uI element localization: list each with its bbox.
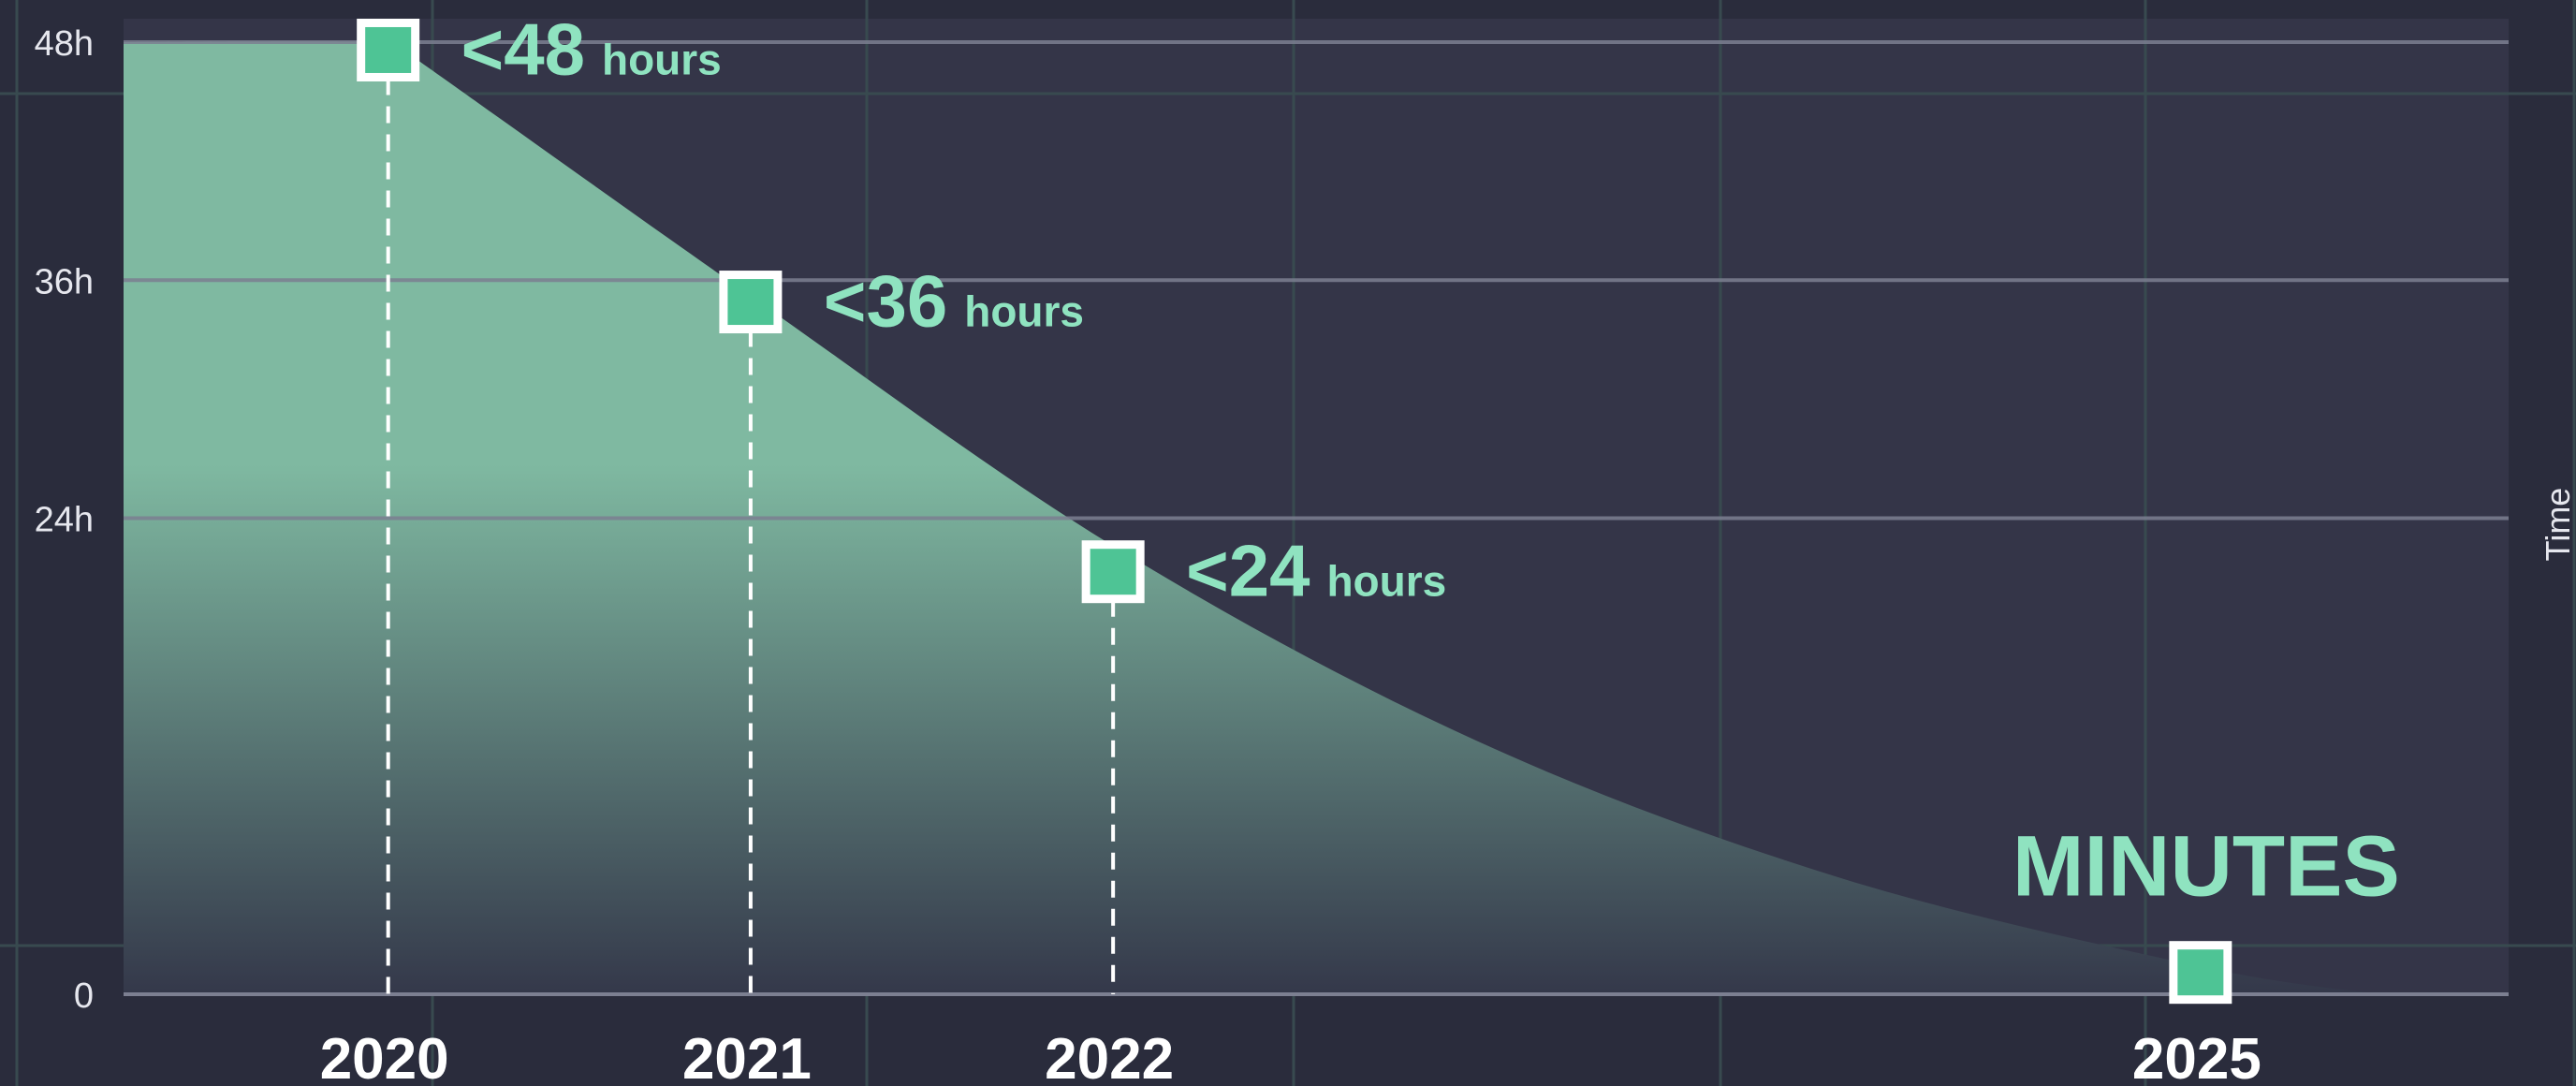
ytick-label: 48h bbox=[35, 24, 94, 64]
annotation-unit: hours bbox=[964, 287, 1084, 336]
area-fill bbox=[124, 30, 2382, 994]
annotation-value: <24 bbox=[1186, 530, 1310, 612]
point-annotation: <36 hours bbox=[824, 260, 1084, 343]
annotation-unit: hours bbox=[1326, 557, 1446, 606]
annotation-value: <48 bbox=[461, 7, 585, 90]
data-point-marker bbox=[357, 18, 420, 81]
point-annotation: <24 hours bbox=[1186, 530, 1446, 612]
ytick-label: 36h bbox=[35, 262, 94, 301]
xtick-label: 2025 bbox=[2132, 1027, 2261, 1086]
data-point-marker bbox=[719, 271, 783, 334]
point-annotation: MINUTES bbox=[2012, 819, 2400, 915]
data-point-marker bbox=[1081, 540, 1145, 604]
ytick-label: 0 bbox=[74, 976, 94, 1016]
data-point-marker bbox=[2169, 941, 2232, 1005]
ytick-label: 24h bbox=[35, 501, 94, 540]
xtick-label: 2022 bbox=[1045, 1027, 1174, 1086]
xtick-label: 2021 bbox=[682, 1027, 812, 1086]
annotation-unit: hours bbox=[602, 35, 722, 83]
y-axis-title: Time bbox=[2539, 488, 2576, 562]
xtick-label: 2020 bbox=[320, 1027, 449, 1086]
annotation-value: <36 bbox=[824, 260, 947, 343]
point-annotation: <48 hours bbox=[461, 7, 722, 90]
